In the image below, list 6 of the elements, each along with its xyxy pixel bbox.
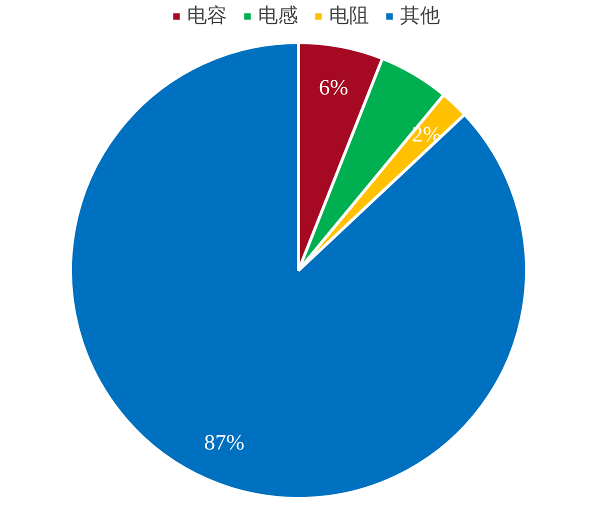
- data-label: 6%: [318, 74, 348, 100]
- legend-label: 电阻: [329, 2, 369, 29]
- data-label: 87%: [204, 430, 244, 455]
- legend-label: 电容: [187, 2, 227, 29]
- legend-label: 其他: [400, 2, 440, 29]
- legend-label: 电感: [258, 2, 298, 29]
